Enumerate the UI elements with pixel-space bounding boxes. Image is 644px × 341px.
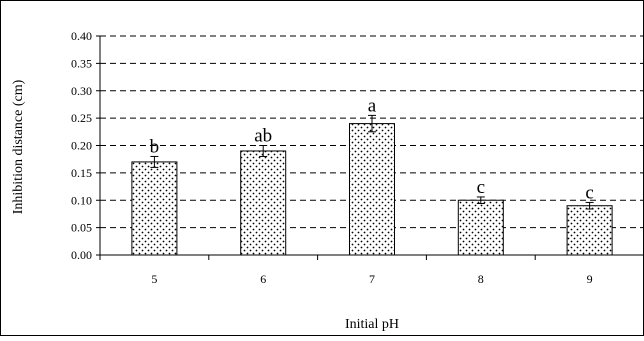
bar	[240, 150, 287, 256]
y-tick-label: 0.10	[71, 193, 92, 207]
y-tick-label: 0.40	[71, 29, 92, 43]
x-axis-title: Initial pH	[345, 317, 399, 332]
significance-label: c	[477, 177, 485, 198]
axes	[96, 35, 644, 260]
x-tick-label: 8	[478, 272, 484, 286]
y-tick-label: 0.20	[71, 139, 92, 153]
significance-label: c	[585, 182, 593, 203]
bar	[566, 205, 613, 256]
y-tick-label: 0.00	[71, 248, 92, 262]
x-tick-label: 7	[369, 272, 375, 286]
y-axis-title: Inhibition distance (cm)	[11, 79, 26, 214]
significance-label: b	[150, 136, 160, 157]
bar	[131, 161, 178, 256]
bars	[131, 114, 613, 256]
bar	[457, 199, 504, 256]
bar	[349, 123, 395, 256]
x-tick-label: 9	[587, 272, 593, 286]
y-tick-label: 0.30	[71, 84, 92, 98]
significance-labels: b ab a c c	[150, 95, 594, 203]
y-tick-label: 0.15	[71, 166, 92, 180]
x-tick-labels: 5 6 7 8 9	[151, 272, 592, 286]
y-tick-labels: 0.00 0.05 0.10 0.15 0.20 0.25 0.30 0.35 0.40	[71, 29, 92, 262]
y-tick-label: 0.25	[71, 111, 92, 125]
x-tick-label: 5	[151, 272, 157, 286]
significance-label: ab	[254, 126, 272, 147]
x-tick-label: 6	[260, 272, 266, 286]
y-tick-label: 0.35	[71, 56, 92, 70]
y-tick-label: 0.05	[71, 221, 92, 235]
significance-label: a	[368, 95, 377, 116]
